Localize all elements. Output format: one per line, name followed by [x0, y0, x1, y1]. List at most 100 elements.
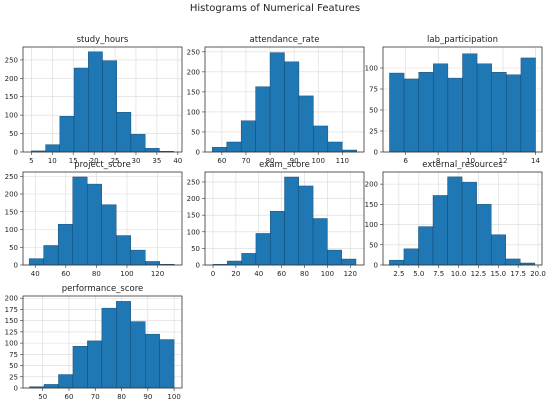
y-tick-label: 150 [5, 93, 18, 101]
histogram-bar [101, 307, 117, 389]
x-tick-label: 120 [151, 270, 164, 278]
x-tick-label: 0 [211, 270, 215, 278]
histogram-bar [327, 141, 343, 153]
x-tick-label: 35 [152, 157, 161, 165]
histogram-bar [116, 112, 132, 153]
x-tick-label: 60 [65, 393, 74, 401]
x-tick-label: 25 [111, 157, 120, 165]
y-tick-label: 250 [5, 173, 18, 181]
histogram-bar [102, 60, 117, 153]
histogram-bar [476, 63, 492, 153]
x-tick-label: 6 [403, 157, 408, 165]
y-tick-label: 0 [374, 149, 378, 157]
histogram-bar [87, 340, 103, 389]
histogram-bar [462, 53, 478, 153]
histogram-bar [341, 258, 357, 266]
histogram-panel-performance_score: 50 60 70 80 90 100 0 25 50 75 100 125 150 175 200 perfo… [5, 284, 183, 401]
y-tick-label: 200 [365, 181, 378, 189]
histogram-panel-lab_participation: 6 8 10 12 14 0 25 50 75 100 lab_participation [365, 35, 543, 165]
histogram-bar [87, 183, 102, 266]
y-tick-label: 200 [5, 75, 18, 83]
histogram-bar [255, 233, 271, 266]
y-tick-label: 100 [5, 226, 18, 234]
histogram-bar [520, 57, 536, 153]
y-tick-label: 25 [9, 373, 18, 381]
x-tick-label: 90 [290, 157, 299, 165]
histogram-bar [284, 61, 300, 153]
x-tick-label: 12.5 [471, 270, 487, 278]
y-tick-label: 250 [187, 178, 200, 186]
y-tick-label: 175 [5, 306, 18, 314]
y-tick-label: 200 [5, 295, 18, 303]
x-tick-label: 12 [499, 157, 508, 165]
axes-frame [382, 46, 543, 153]
panel-title: performance_score [62, 284, 144, 294]
x-tick-label: 7.5 [433, 270, 444, 278]
x-tick-label: 90 [143, 393, 152, 401]
y-tick-label: 50 [9, 362, 18, 370]
histogram-bar [389, 259, 405, 266]
histogram-panel-project_score: 40 60 80 100 120 0 50 100 150 200 250 project_score [5, 160, 183, 278]
y-tick-label: 75 [9, 351, 18, 359]
y-tick-label: 100 [365, 221, 378, 229]
axes-frame [22, 171, 183, 266]
y-tick-label: 50 [9, 244, 18, 252]
panel-title: external_resources [422, 160, 503, 170]
x-tick-label: 5 [29, 157, 33, 165]
x-tick-label: 110 [336, 157, 349, 165]
histogram-bar [58, 374, 74, 389]
y-tick-label: 125 [5, 328, 18, 336]
x-tick-label: 60 [277, 270, 286, 278]
histogram-bar [212, 146, 227, 153]
histogram-bar [145, 261, 161, 266]
y-tick-label: 100 [5, 112, 18, 120]
x-tick-label: 70 [241, 157, 250, 165]
y-tick-label: 150 [5, 208, 18, 216]
histogram-bar [432, 195, 448, 266]
histogram-panel-exam_score: 0 20 40 60 80 100 120 0 50 100 150 200 250 exam_score [187, 160, 365, 278]
axes-frame [22, 295, 183, 389]
histogram-bar [418, 71, 434, 153]
x-tick-label: 80 [266, 157, 275, 165]
y-tick-label: 100 [5, 340, 18, 348]
y-tick-label: 50 [191, 128, 200, 136]
histogram-bar [461, 181, 477, 266]
panel-title: exam_score [259, 160, 310, 170]
histogram-bar [130, 321, 146, 389]
y-tick-label: 0 [14, 262, 18, 270]
y-tick-label: 50 [369, 241, 378, 249]
y-tick-label: 100 [187, 108, 200, 116]
y-tick-label: 0 [196, 262, 200, 270]
y-tick-label: 250 [5, 56, 18, 64]
x-tick-label: 100 [321, 270, 334, 278]
histogram-bar [447, 176, 463, 266]
y-tick-label: 150 [365, 201, 378, 209]
x-tick-label: 80 [300, 270, 309, 278]
histogram-bar [491, 71, 507, 153]
y-tick-label: 200 [5, 191, 18, 199]
x-tick-label: 50 [38, 393, 47, 401]
y-tick-label: 50 [9, 130, 18, 138]
histogram-panel-study_hours: 5 10 15 20 25 30 35 40 0 50 100 150 200 250 study_hour… [5, 35, 183, 165]
x-tick-label: 17.5 [510, 270, 526, 278]
histogram-bar [101, 204, 117, 266]
histogram-panel-external_resources: 2.5 5.0 7.5 10.0 12.5 15.0 17.5 20.0 0 50 100 150 20… [365, 160, 546, 278]
histogram-bar [43, 245, 59, 266]
axes-frame [204, 171, 365, 266]
x-tick-label: 20 [90, 157, 99, 165]
x-tick-label: 100 [120, 270, 133, 278]
histogram-bar [312, 218, 328, 266]
histogram-bar [255, 86, 271, 153]
x-tick-label: 80 [117, 393, 126, 401]
panel-title: project_score [74, 160, 131, 170]
histogram-bar [327, 249, 342, 266]
histogram-bar [433, 63, 449, 153]
panel-title: attendance_rate [250, 35, 320, 45]
histogram-bar [241, 253, 257, 266]
x-tick-label: 120 [344, 270, 357, 278]
histogram-bar [72, 346, 88, 389]
axes-frame [382, 171, 543, 266]
histogram-bar [28, 258, 44, 266]
x-tick-label: 60 [217, 157, 226, 165]
